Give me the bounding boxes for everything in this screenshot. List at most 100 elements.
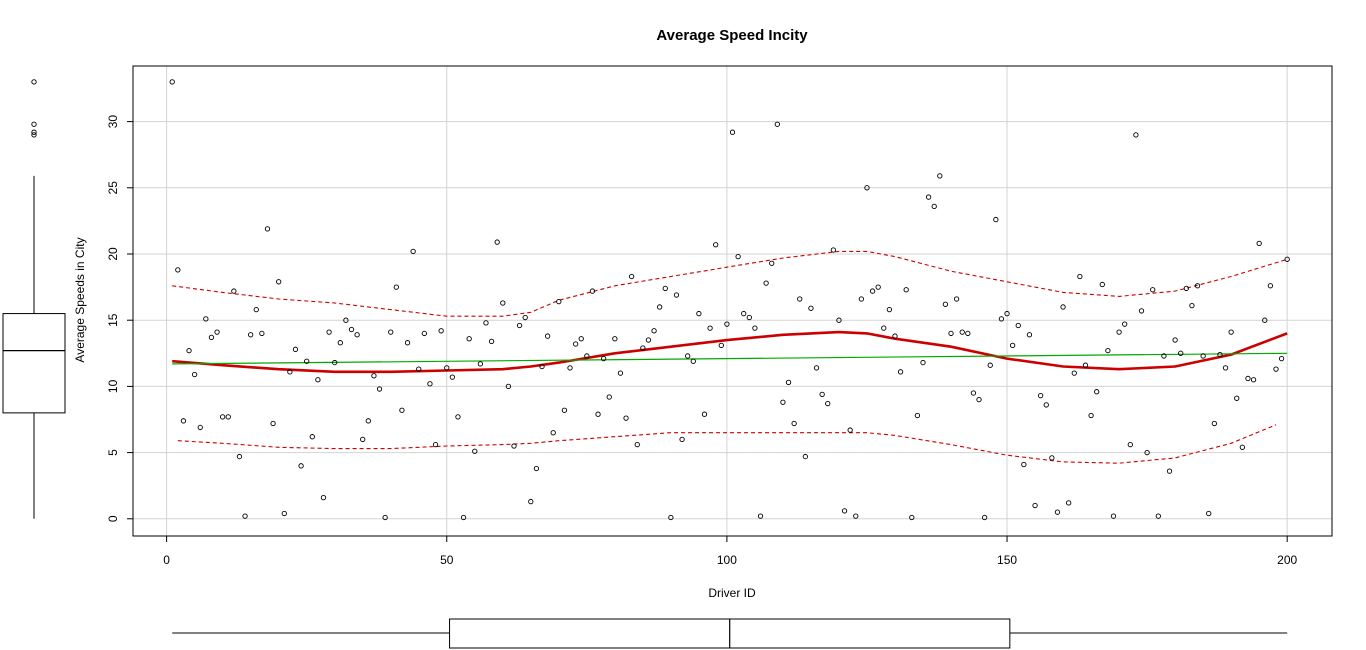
data-point xyxy=(483,320,489,326)
data-point xyxy=(1110,513,1117,519)
data-point xyxy=(264,226,271,232)
data-point xyxy=(1004,310,1010,317)
data-point xyxy=(1144,449,1150,456)
data-point xyxy=(746,314,752,321)
data-point xyxy=(1038,393,1044,399)
data-point xyxy=(382,514,388,521)
boxplot-y-outlier xyxy=(31,121,37,127)
data-point xyxy=(881,325,887,331)
data-point xyxy=(925,194,932,200)
data-point xyxy=(858,296,865,302)
data-point xyxy=(253,306,259,313)
data-point xyxy=(1250,377,1257,383)
data-point xyxy=(998,316,1005,322)
data-point xyxy=(937,173,943,179)
data-point xyxy=(774,121,780,127)
data-point xyxy=(685,353,691,359)
data-point xyxy=(903,287,909,293)
data-point xyxy=(735,253,741,260)
data-point xyxy=(1267,283,1274,289)
data-point xyxy=(1049,455,1055,461)
data-point xyxy=(976,396,982,403)
data-point xyxy=(869,288,876,294)
data-point xyxy=(1245,375,1251,382)
marginal-boxplot-x xyxy=(172,618,1288,649)
data-point xyxy=(1015,322,1021,329)
data-point xyxy=(634,441,640,448)
data-point xyxy=(673,292,680,298)
data-point xyxy=(953,296,960,302)
boxplot-y-outlier xyxy=(31,79,37,85)
data-point xyxy=(612,336,618,342)
data-point xyxy=(550,430,556,436)
data-point xyxy=(432,441,439,448)
data-point xyxy=(651,328,657,334)
data-point xyxy=(572,341,579,347)
data-point xyxy=(679,436,685,443)
data-point xyxy=(259,330,265,337)
data-point xyxy=(1082,362,1089,368)
data-point xyxy=(522,314,528,321)
y-tick-label: 25 xyxy=(106,181,120,195)
data-point xyxy=(959,329,965,335)
data-point xyxy=(1138,308,1145,314)
data-point xyxy=(315,377,321,383)
data-point xyxy=(696,310,702,317)
data-point xyxy=(449,374,456,380)
data-point xyxy=(1122,321,1128,327)
data-point xyxy=(780,399,786,405)
data-point xyxy=(914,412,921,419)
data-point xyxy=(657,304,663,310)
data-point xyxy=(741,310,747,317)
data-point xyxy=(427,381,433,387)
data-point xyxy=(707,325,713,331)
y-axis-ticks: 0 5 10 15 20 25 30 xyxy=(106,115,133,522)
y-tick-label: 20 xyxy=(106,247,120,261)
data-point xyxy=(404,340,411,346)
data-point xyxy=(1116,329,1122,335)
data-point xyxy=(466,336,472,342)
data-point xyxy=(606,394,612,400)
data-point xyxy=(169,79,175,85)
data-point xyxy=(1009,342,1016,349)
data-point xyxy=(1273,366,1279,372)
data-point xyxy=(970,390,977,396)
data-point xyxy=(175,267,181,273)
data-point xyxy=(180,418,187,424)
data-point xyxy=(628,273,635,280)
data-point xyxy=(248,332,254,338)
plot-area-frame xyxy=(132,65,1333,537)
data-point xyxy=(354,332,360,338)
data-point xyxy=(752,325,758,331)
data-point xyxy=(533,465,540,472)
data-point xyxy=(460,514,467,521)
marginal-boxplot-y xyxy=(2,79,66,519)
y-tick-label: 0 xyxy=(106,515,120,522)
data-point xyxy=(965,330,971,337)
data-point xyxy=(808,305,814,311)
data-point xyxy=(438,328,444,334)
data-point xyxy=(1284,256,1290,262)
boxplot-y-box xyxy=(2,313,66,414)
data-point xyxy=(589,288,596,294)
data-point xyxy=(1234,395,1240,401)
data-point xyxy=(1161,353,1167,359)
data-point xyxy=(920,359,926,366)
data-point xyxy=(309,434,315,440)
smoother-lower-band xyxy=(177,424,1277,464)
chart-title: Average Speed Incity xyxy=(656,27,808,44)
data-point xyxy=(645,337,652,343)
data-point xyxy=(825,400,831,407)
data-point xyxy=(1228,329,1234,335)
data-point xyxy=(640,345,646,351)
data-point xyxy=(1133,132,1139,138)
data-point xyxy=(516,322,523,329)
grid-lines xyxy=(133,66,1332,536)
data-point xyxy=(494,239,500,245)
y-axis-label: Average Speeds in City xyxy=(73,237,87,362)
data-point xyxy=(556,299,562,305)
linear-fit-line xyxy=(172,352,1288,365)
data-point xyxy=(304,358,310,364)
data-point xyxy=(1077,273,1083,280)
data-point xyxy=(292,346,299,352)
